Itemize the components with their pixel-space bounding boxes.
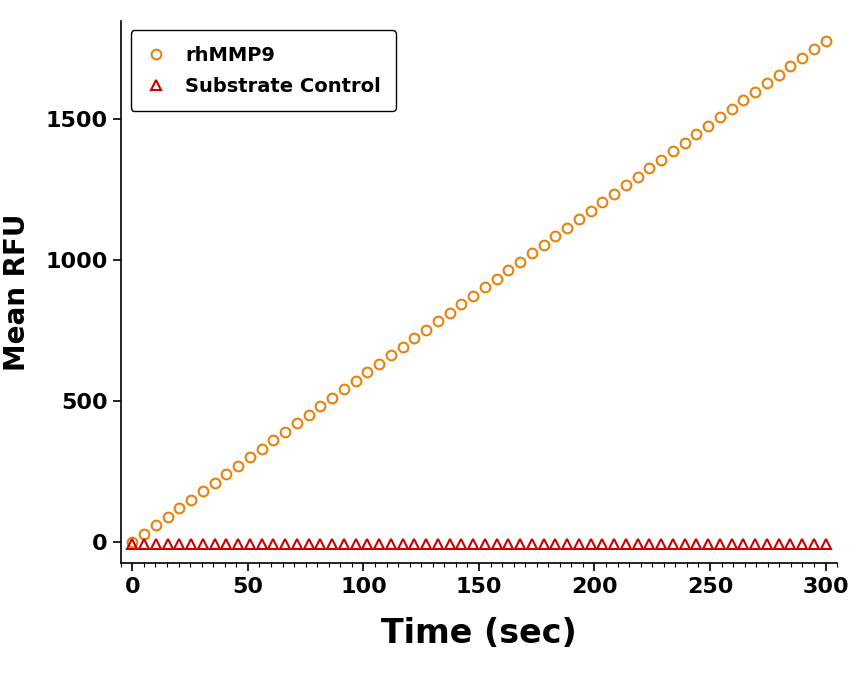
rhMMP9 xyxy=(562,223,572,232)
Substrate Control xyxy=(245,539,255,548)
Line: Substrate Control: Substrate Control xyxy=(128,539,830,548)
rhMMP9 xyxy=(127,538,137,546)
Legend: rhMMP9, Substrate Control: rhMMP9, Substrate Control xyxy=(130,30,396,111)
rhMMP9 xyxy=(821,36,831,45)
Substrate Control xyxy=(362,539,373,548)
Line: rhMMP9: rhMMP9 xyxy=(128,36,830,547)
Substrate Control xyxy=(350,539,361,548)
Y-axis label: Mean RFU: Mean RFU xyxy=(3,213,31,371)
X-axis label: Time (sec): Time (sec) xyxy=(381,618,576,651)
Substrate Control xyxy=(127,539,137,548)
rhMMP9 xyxy=(304,411,314,419)
rhMMP9 xyxy=(362,368,373,376)
rhMMP9 xyxy=(245,453,255,461)
Substrate Control xyxy=(562,539,572,548)
Substrate Control xyxy=(304,539,314,548)
Substrate Control xyxy=(327,539,337,548)
rhMMP9 xyxy=(350,376,361,385)
rhMMP9 xyxy=(327,394,337,402)
Substrate Control xyxy=(821,539,831,548)
